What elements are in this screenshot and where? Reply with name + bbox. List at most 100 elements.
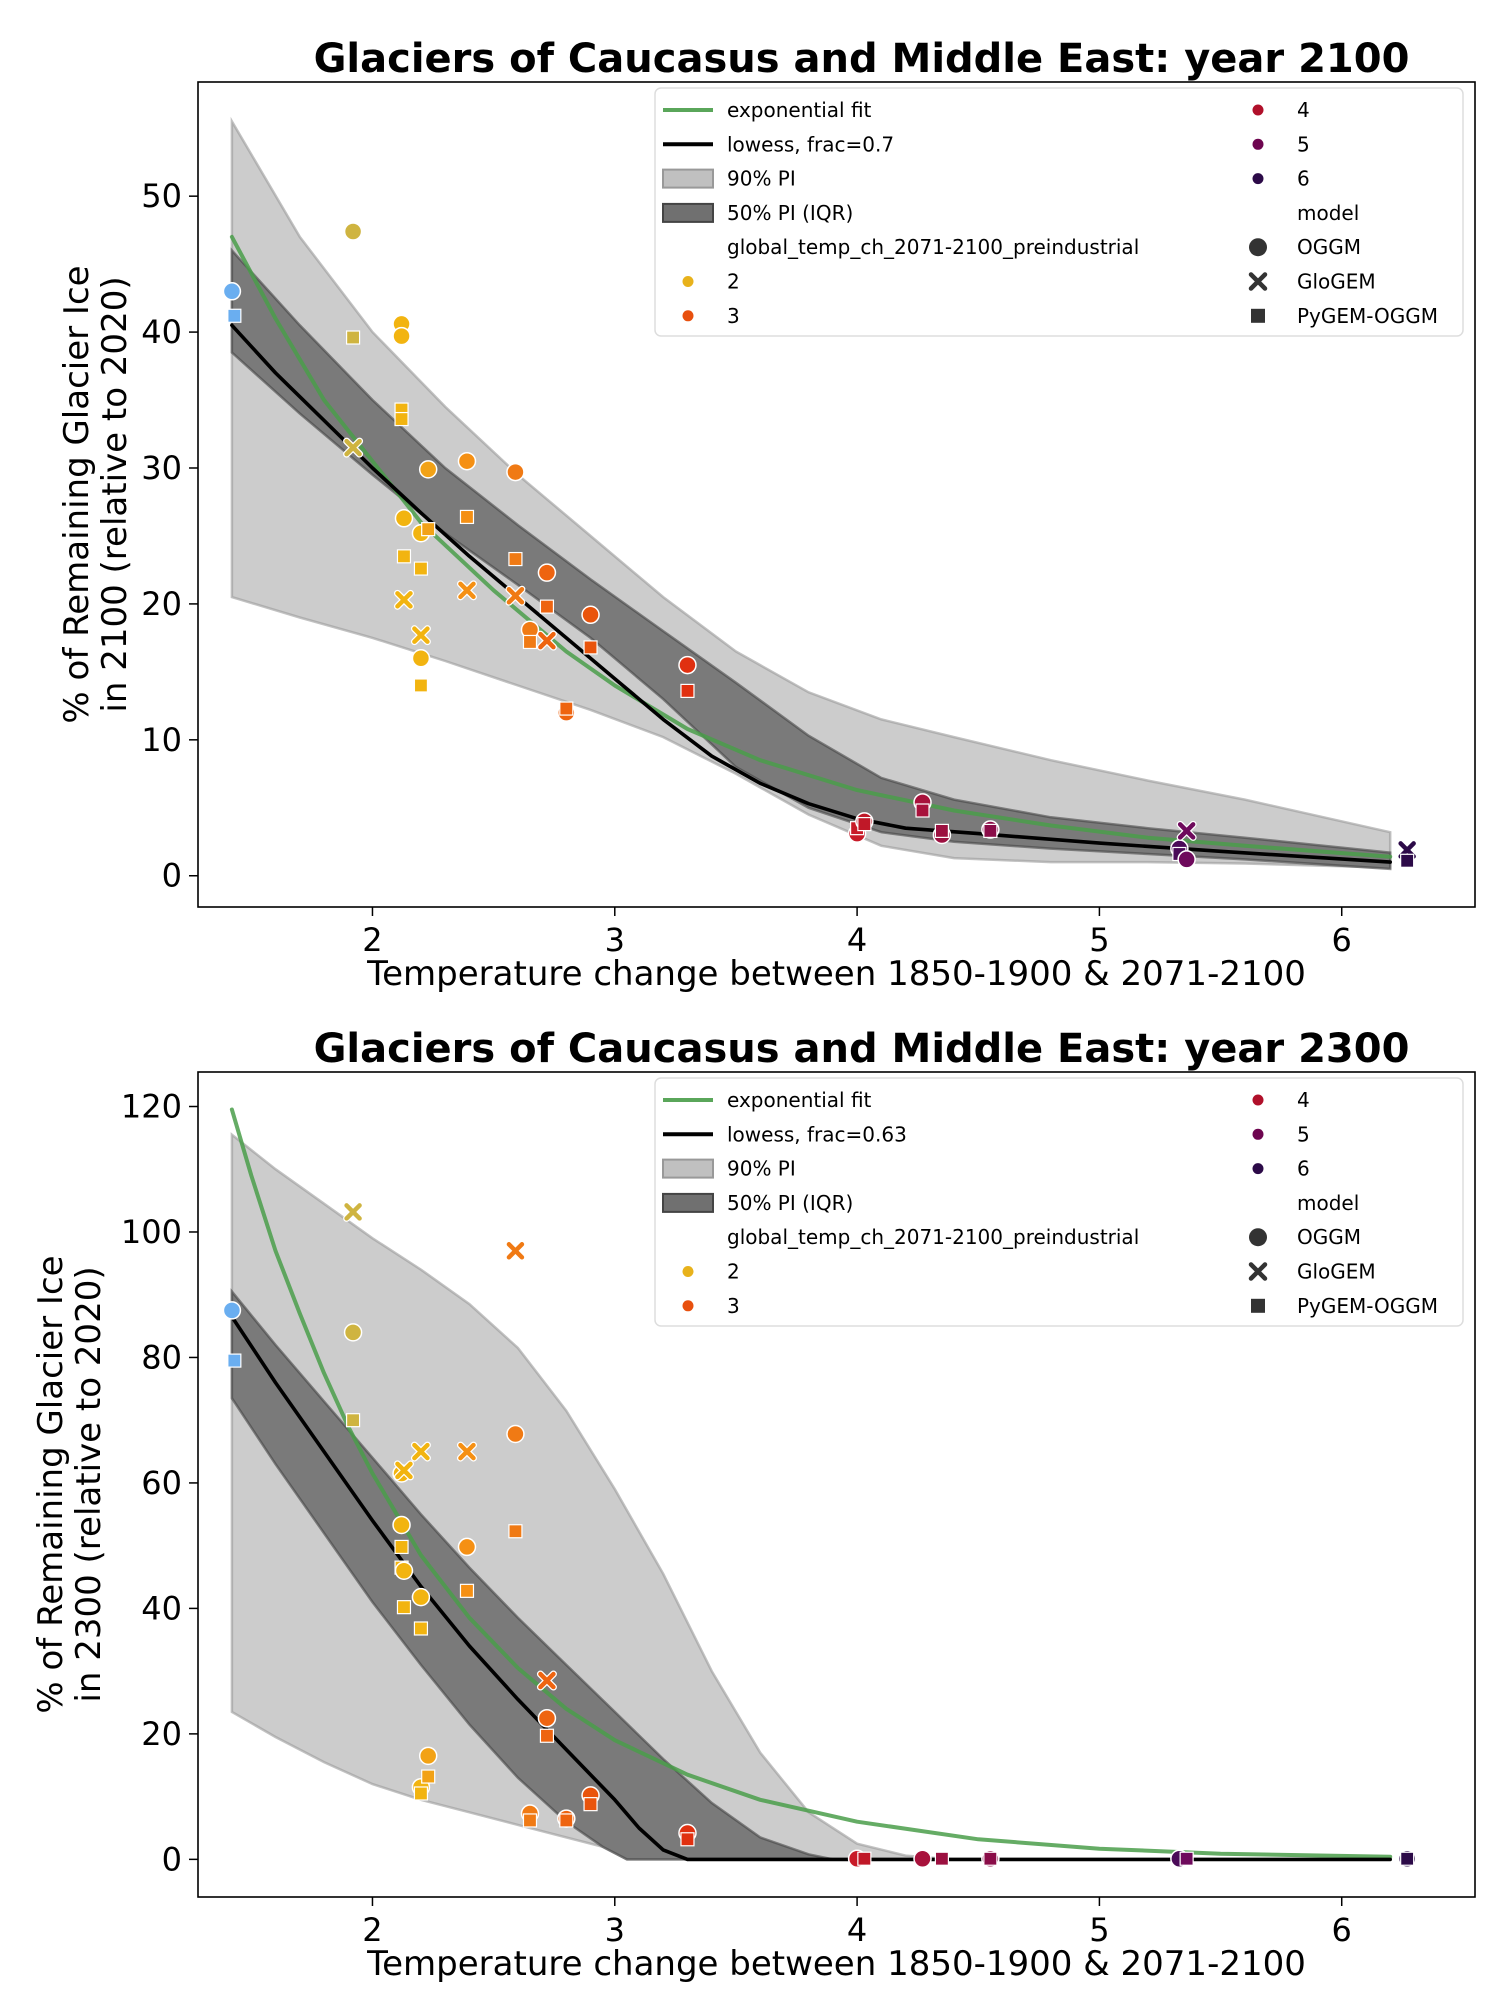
data-point-oggm bbox=[392, 326, 411, 346]
data-point-pygem-oggm bbox=[522, 634, 538, 650]
legend-label: global_temp_ch_2071-2100_preindustrial bbox=[727, 1225, 1139, 1249]
legend-dot-swatch bbox=[1252, 1128, 1264, 1140]
y-axis-label-line1: % of Remaining Glacier Ice bbox=[31, 1255, 71, 1713]
y-tick-label: 0 bbox=[162, 1840, 182, 1878]
data-point-pygem-oggm bbox=[345, 330, 361, 345]
legend-label: 3 bbox=[727, 1294, 740, 1318]
legend-label: 2 bbox=[727, 270, 740, 294]
legend-label: 90% PI bbox=[727, 167, 796, 191]
data-point-glogem bbox=[458, 1442, 476, 1461]
legend-label: PyGEM-OGGM bbox=[1297, 1294, 1438, 1318]
legend-label: 5 bbox=[1297, 1122, 1310, 1146]
chart-panel-1: Glaciers of Caucasus and Middle East: ye… bbox=[57, 36, 1476, 994]
legend-label: model bbox=[1297, 1191, 1359, 1215]
data-point-glogem bbox=[538, 631, 556, 650]
data-point-pygem-oggm bbox=[934, 823, 950, 838]
lowess-line bbox=[230, 1314, 1392, 1862]
data-point-oggm bbox=[1177, 850, 1196, 869]
legend-box bbox=[654, 1077, 1464, 1327]
legend-band-swatch bbox=[662, 202, 714, 223]
data-point-pygem-oggm bbox=[508, 1524, 523, 1539]
data-point-glogem bbox=[395, 591, 413, 609]
data-point-pygem-oggm bbox=[559, 701, 574, 716]
legend-band-swatch bbox=[662, 1192, 714, 1213]
legend-label: model bbox=[1297, 201, 1359, 225]
legend-band-swatch bbox=[662, 1158, 714, 1179]
data-point-oggm bbox=[394, 1561, 414, 1581]
data-point-pygem-oggm bbox=[421, 522, 436, 537]
y-axis-label-line1: % of Remaining Glacier Ice bbox=[57, 265, 97, 723]
legend-dot-swatch bbox=[1252, 173, 1264, 185]
data-point-oggm bbox=[537, 563, 557, 582]
data-point-glogem bbox=[412, 626, 430, 644]
legend-label: lowess, frac=0.7 bbox=[727, 132, 894, 156]
data-point-oggm bbox=[581, 605, 600, 625]
exponential-fit-line bbox=[229, 1107, 1393, 1859]
data-point-pygem-oggm bbox=[413, 1621, 429, 1636]
legend-label: 6 bbox=[1297, 167, 1310, 191]
x-tick-label: 2 bbox=[362, 1911, 382, 1949]
data-point-pygem-oggm bbox=[857, 816, 872, 832]
legend-label: 4 bbox=[1297, 98, 1310, 122]
pi50-band bbox=[230, 247, 1392, 871]
data-point-glogem bbox=[506, 1242, 525, 1260]
data-point-pygem-oggm bbox=[522, 1813, 538, 1828]
data-point-oggm bbox=[392, 1515, 411, 1535]
data-point-pygem-oggm bbox=[396, 549, 412, 564]
data-point-glogem bbox=[395, 1461, 413, 1480]
data-point-pygem-oggm bbox=[934, 1851, 950, 1866]
plot-frame bbox=[197, 81, 1476, 908]
y-tick-label: 20 bbox=[141, 1715, 182, 1753]
legend-label: 50% PI (IQR) bbox=[727, 1191, 853, 1215]
x-tick-label: 6 bbox=[1332, 1911, 1352, 1949]
x-tick-label: 3 bbox=[605, 1911, 625, 1949]
chart-title: Glaciers of Caucasus and Middle East: ye… bbox=[314, 1026, 1410, 1072]
legend-label: 2 bbox=[727, 1260, 740, 1284]
y-axis-label-line2: in 2100 (relative to 2020) bbox=[95, 276, 135, 712]
data-point-pygem-oggm bbox=[396, 1600, 412, 1615]
data-point-oggm bbox=[913, 1849, 932, 1868]
data-point-pygem-oggm bbox=[508, 551, 523, 567]
data-point-pygem-oggm bbox=[394, 411, 409, 427]
y-tick-label: 80 bbox=[141, 1338, 182, 1376]
legend-dot-swatch bbox=[1252, 138, 1264, 150]
legend: exponential fit lowess, frac=0.7 90% PI 50%… bbox=[654, 87, 1464, 337]
data-point-oggm bbox=[411, 1587, 431, 1607]
data-point-pygem-oggm bbox=[394, 1539, 409, 1555]
data-point-pygem-oggm bbox=[459, 1583, 475, 1598]
legend-dot-swatch bbox=[1252, 1163, 1264, 1175]
y-tick-label: 120 bbox=[121, 1088, 182, 1126]
legend-label: 6 bbox=[1297, 1157, 1310, 1181]
data-point-pygem-oggm bbox=[413, 1786, 429, 1801]
y-tick-label: 50 bbox=[141, 177, 182, 215]
x-tick-label: 6 bbox=[1332, 921, 1352, 959]
legend-label: 90% PI bbox=[727, 1157, 796, 1181]
y-axis-label-line2: in 2300 (relative to 2020) bbox=[69, 1266, 109, 1702]
data-point-pygem-oggm bbox=[680, 683, 695, 698]
data-point-pygem-oggm bbox=[421, 1769, 436, 1784]
legend-label: PyGEM-OGGM bbox=[1297, 304, 1438, 328]
data-point-glogem bbox=[458, 581, 476, 600]
data-point-oggm bbox=[418, 460, 438, 479]
legend-label: OGGM bbox=[1297, 1225, 1361, 1249]
data-point-glogem bbox=[412, 1442, 430, 1461]
legend-band-swatch bbox=[662, 168, 714, 189]
data-point-oggm bbox=[506, 462, 525, 482]
data-point-pygem-oggm bbox=[1400, 1851, 1415, 1866]
legend-label: lowess, frac=0.63 bbox=[727, 1122, 907, 1146]
data-point-pygem-oggm bbox=[345, 1413, 361, 1428]
x-tick-label: 3 bbox=[605, 921, 625, 959]
data-point-oggm bbox=[506, 1424, 525, 1444]
data-point-pygem-oggm bbox=[583, 640, 598, 655]
data-point-glogem bbox=[344, 438, 362, 457]
data-point-pygem-oggm bbox=[583, 1797, 598, 1812]
legend-circle-swatch bbox=[1249, 1228, 1267, 1247]
data-point-pygem-oggm bbox=[857, 1851, 872, 1866]
legend-dot-swatch bbox=[682, 276, 694, 287]
legend-square-swatch bbox=[1251, 308, 1265, 323]
x-axis-label: Temperature change between 1850-1900 & 2… bbox=[366, 1944, 1306, 1984]
legend-x-swatch bbox=[1248, 272, 1268, 291]
chart-title: Glaciers of Caucasus and Middle East: ye… bbox=[314, 36, 1410, 82]
lowess-line bbox=[230, 323, 1392, 864]
